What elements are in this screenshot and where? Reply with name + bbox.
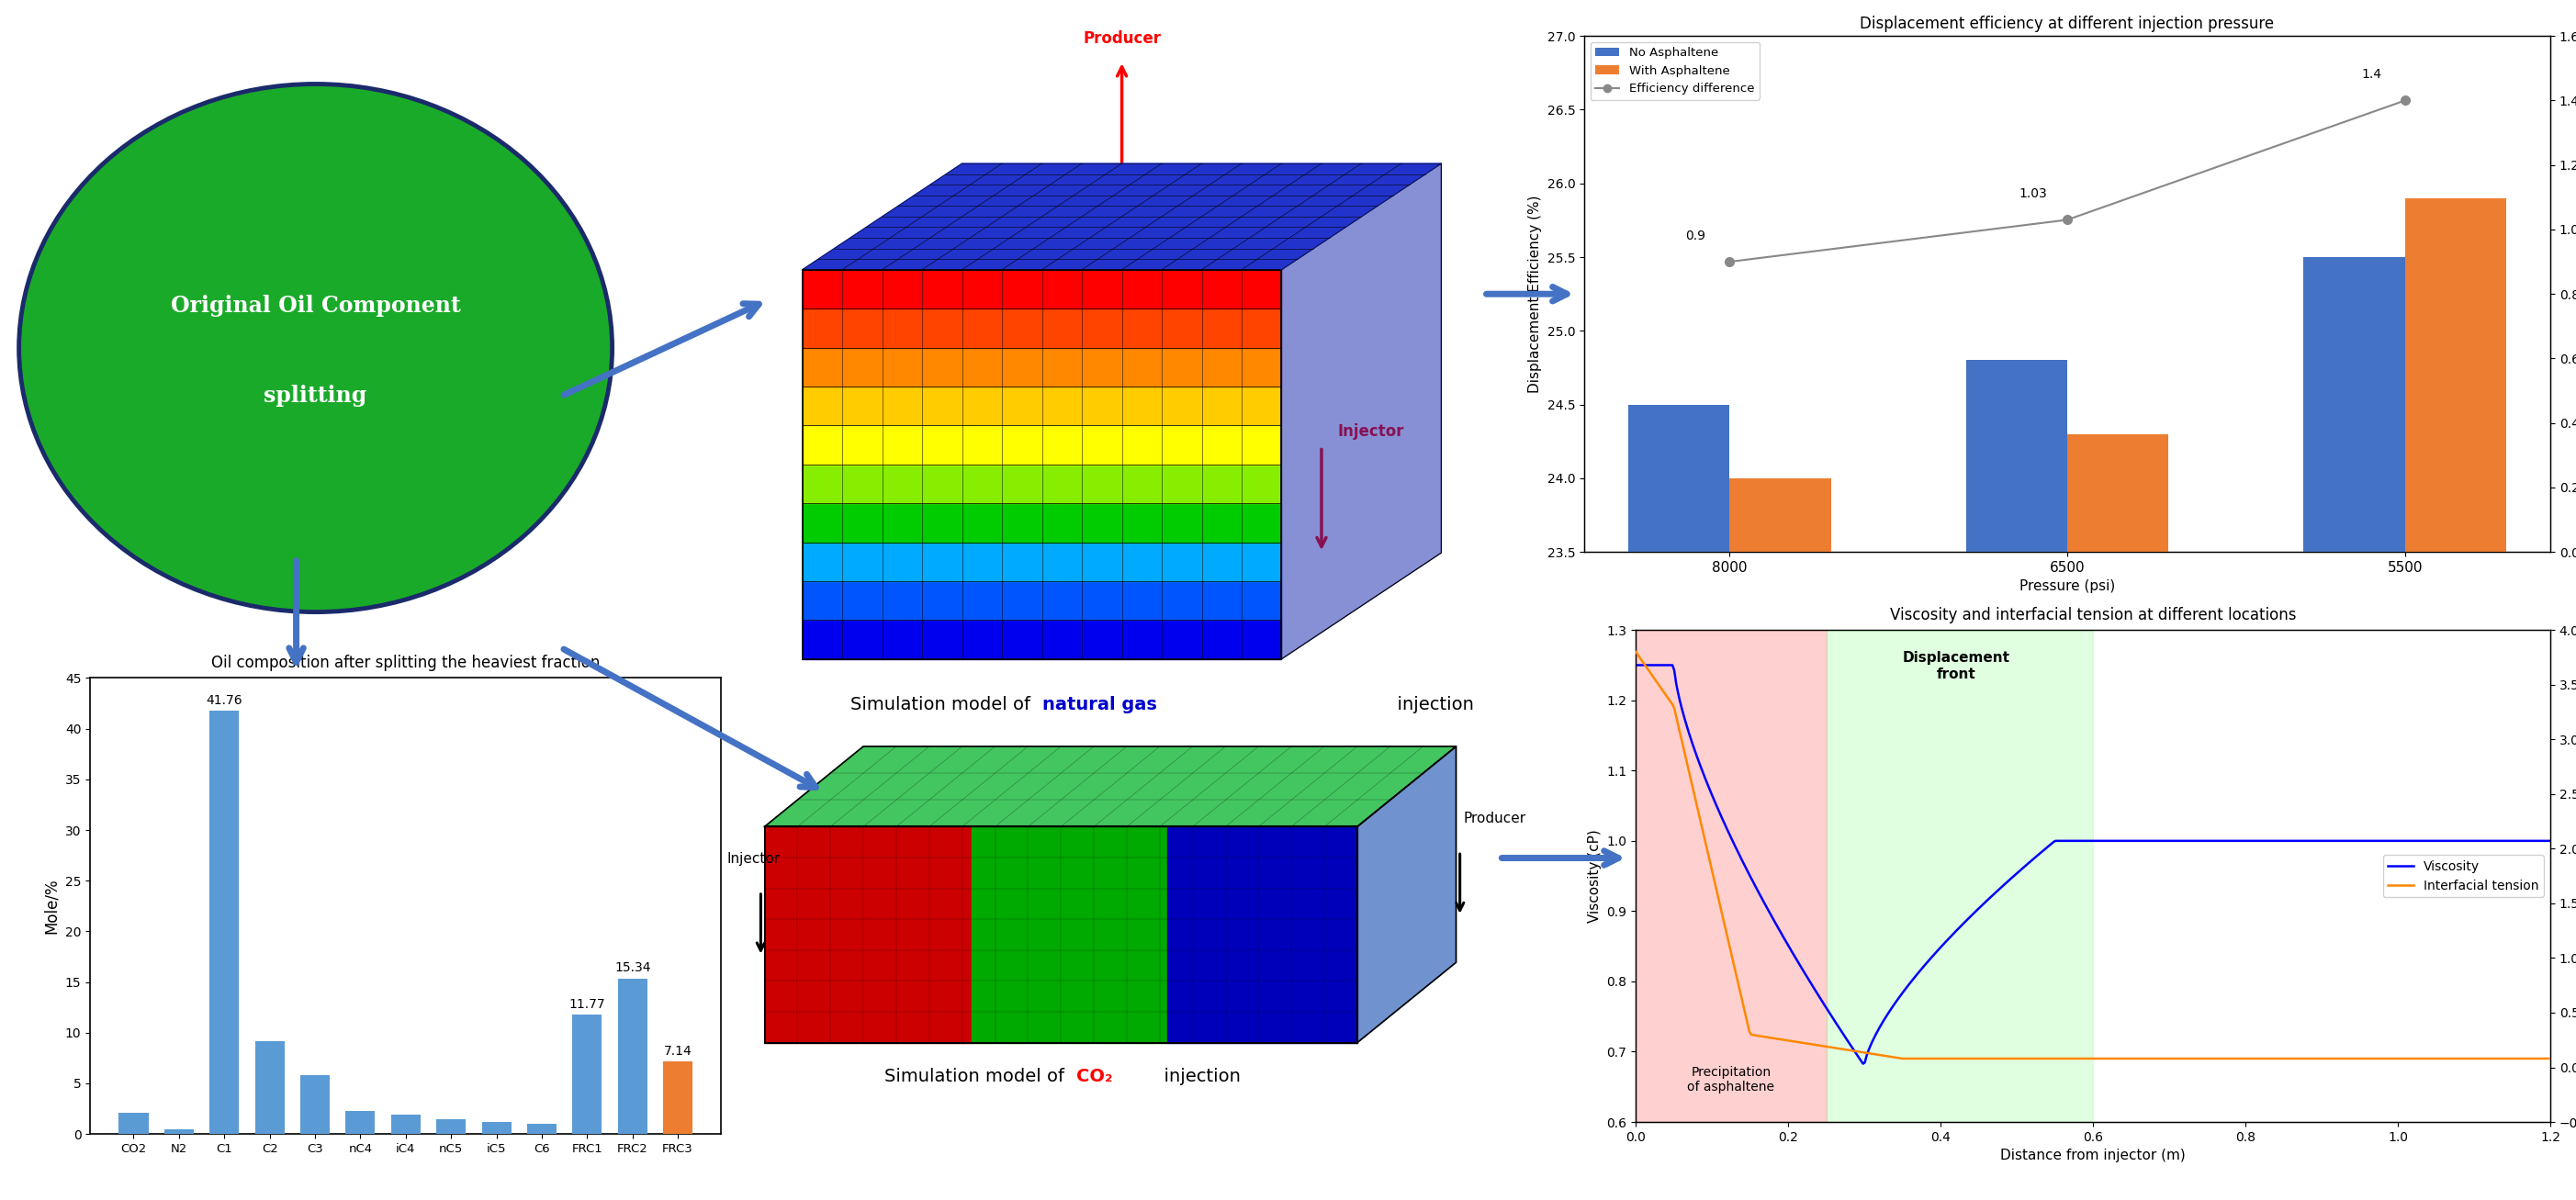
Interfacial tension: [2535, 1051, 2566, 1066]
Bar: [1628, 404, 1728, 1200]
Efficiency difference: [2050, 212, 2081, 227]
Title: Oil composition after splitting the heaviest fraction: Oil composition after splitting the heav…: [211, 655, 600, 672]
Text: Simulation model of: Simulation model of: [884, 1068, 1077, 1085]
Viscosity: [2117, 834, 2148, 848]
Text: CO₂: CO₂: [1077, 1068, 1113, 1085]
Polygon shape: [804, 163, 1443, 270]
Viscosity: [2372, 834, 2403, 848]
Polygon shape: [1358, 746, 1455, 1043]
Viscosity: [2514, 834, 2545, 848]
Line: Efficiency difference: Efficiency difference: [1726, 96, 2409, 266]
Title: Viscosity and interfacial tension at different locations: Viscosity and interfacial tension at dif…: [1891, 607, 2295, 624]
Text: Producer: Producer: [1463, 811, 1525, 826]
Text: 0.9: 0.9: [1685, 229, 1705, 242]
Text: Simulation model of: Simulation model of: [850, 696, 1041, 714]
Viscosity: [2061, 834, 2092, 848]
Interfacial tension: [2061, 1051, 2092, 1066]
Bar: [1965, 360, 2069, 1200]
Interfacial tension: [2372, 1051, 2403, 1066]
Viscosity: [1620, 658, 1651, 672]
Text: Injector: Injector: [1337, 424, 1404, 439]
Text: Original Oil Component: Original Oil Component: [170, 295, 461, 317]
Bar: [528, 1124, 556, 1134]
Y-axis label: Viscosity (cP): Viscosity (cP): [1587, 829, 1602, 923]
Text: 15.34: 15.34: [613, 961, 652, 974]
Bar: [2406, 198, 2506, 1200]
Polygon shape: [765, 746, 1455, 827]
Viscosity: [2166, 834, 2197, 848]
Polygon shape: [804, 503, 1280, 542]
Polygon shape: [804, 542, 1280, 581]
Text: 11.77: 11.77: [569, 998, 605, 1010]
Viscosity: [1847, 1056, 1878, 1070]
Bar: [255, 1040, 283, 1134]
Viscosity: [2535, 834, 2566, 848]
Interfacial tension: [2117, 1051, 2148, 1066]
Text: 7.14: 7.14: [665, 1045, 693, 1057]
Polygon shape: [804, 581, 1280, 620]
Polygon shape: [804, 620, 1280, 659]
Bar: [662, 1062, 693, 1134]
Text: natural gas: natural gas: [1041, 696, 1157, 714]
Text: Producer: Producer: [1082, 30, 1162, 47]
X-axis label: Distance from injector (m): Distance from injector (m): [2002, 1148, 2184, 1163]
Polygon shape: [765, 827, 971, 1043]
Polygon shape: [804, 348, 1280, 386]
Bar: [435, 1118, 466, 1134]
Bar: [301, 1075, 330, 1134]
Interfacial tension: [1888, 1051, 1919, 1066]
Title: Displacement efficiency at different injection pressure: Displacement efficiency at different inj…: [1860, 16, 2275, 32]
Interfacial tension: [2056, 1051, 2087, 1066]
Efficiency difference: [1713, 254, 1744, 269]
Text: 1.03: 1.03: [2020, 187, 2048, 200]
Text: Precipitation
of asphaltene: Precipitation of asphaltene: [1687, 1066, 1775, 1094]
Ellipse shape: [18, 84, 613, 612]
Bar: [345, 1111, 376, 1134]
Polygon shape: [1280, 163, 1443, 659]
Bar: [1826, 630, 2092, 1122]
Polygon shape: [804, 464, 1280, 503]
Text: injection: injection: [1386, 696, 1473, 714]
Interfacial tension: [1620, 644, 1651, 659]
Bar: [1636, 630, 1826, 1122]
Efficiency difference: [2391, 94, 2421, 108]
Bar: [572, 1015, 603, 1134]
Text: splitting: splitting: [263, 385, 368, 407]
Polygon shape: [804, 308, 1280, 348]
Bar: [118, 1112, 149, 1134]
Line: Interfacial tension: Interfacial tension: [1636, 652, 2550, 1058]
Text: 41.76: 41.76: [206, 694, 242, 707]
Bar: [618, 978, 647, 1134]
Bar: [482, 1122, 510, 1134]
Line: Viscosity: Viscosity: [1636, 665, 2550, 1063]
Legend: No Asphaltene, With Asphaltene, Efficiency difference: No Asphaltene, With Asphaltene, Efficien…: [1589, 42, 1759, 100]
Interfacial tension: [2514, 1051, 2545, 1066]
Bar: [1728, 479, 1832, 1200]
Text: 1.4: 1.4: [2362, 68, 2380, 82]
Polygon shape: [1167, 827, 1358, 1043]
Y-axis label: Displacement Efficiency (%): Displacement Efficiency (%): [1528, 196, 1543, 392]
Bar: [2303, 257, 2406, 1200]
Text: Displacement
front: Displacement front: [1901, 652, 2009, 680]
Text: Injector: Injector: [726, 852, 781, 865]
Bar: [392, 1115, 420, 1134]
X-axis label: Pressure (psi): Pressure (psi): [2020, 580, 2115, 594]
Interfacial tension: [2166, 1051, 2197, 1066]
Polygon shape: [804, 386, 1280, 426]
Polygon shape: [971, 827, 1167, 1043]
Text: injection: injection: [1151, 1068, 1239, 1085]
Legend: Viscosity, Interfacial tension: Viscosity, Interfacial tension: [2383, 854, 2545, 898]
Bar: [165, 1129, 193, 1134]
Polygon shape: [804, 270, 1280, 308]
Bar: [2066, 434, 2169, 1200]
Viscosity: [2056, 834, 2087, 848]
Polygon shape: [804, 426, 1280, 464]
Bar: [209, 710, 240, 1134]
Y-axis label: Mole/%: Mole/%: [44, 878, 59, 934]
